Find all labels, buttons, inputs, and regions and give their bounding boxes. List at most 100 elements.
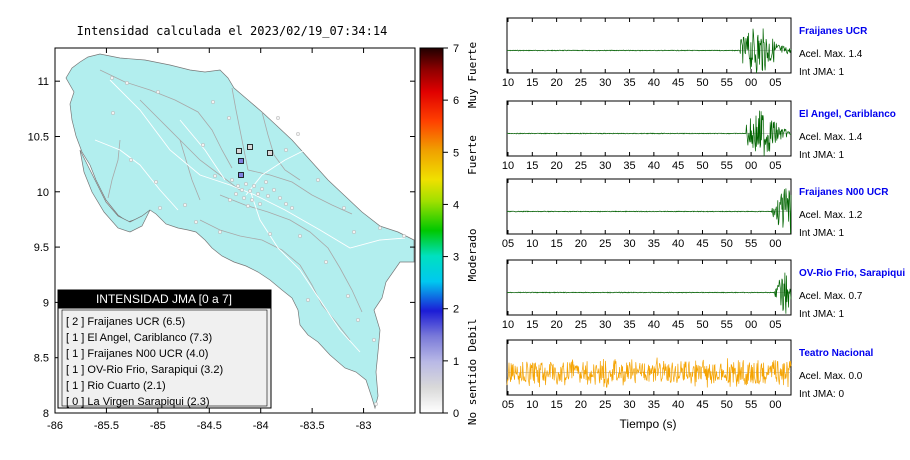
time-tick-label: 20 [550, 77, 562, 89]
nicoya-peninsula [79, 149, 151, 233]
time-tick-label: 30 [599, 77, 611, 89]
time-tick-label: 25 [575, 160, 587, 172]
waveform-trace [506, 272, 792, 314]
time-tick-label: 20 [550, 160, 562, 172]
colorbar-tick-label: 2 [453, 304, 459, 316]
time-tick-label: 10 [502, 319, 514, 331]
station-accel: Acel. Max. 1.4 [799, 132, 863, 143]
time-tick-label: 20 [575, 399, 587, 411]
station-accel: Acel. Max. 0.7 [799, 291, 863, 302]
waveform-panel: 10 15 20 25 30 35 40 45 50 55 00 05 OV-Rio Frio, Sar… [502, 259, 905, 331]
station-jma: Int JMA: 1 [799, 228, 844, 239]
x-tick-label: -86 [47, 420, 63, 432]
colorbar-tick-label: 4 [453, 199, 459, 211]
station-marker [238, 172, 244, 178]
time-tick-label: 00 [745, 160, 757, 172]
time-tick-label: 30 [623, 399, 635, 411]
station-jma: Int JMA: 1 [799, 150, 844, 161]
time-tick-label: 15 [550, 399, 562, 411]
station-title: Fraijanes UCR [799, 26, 868, 37]
legend-item: [ 1 ] OV-Rio Frio, Sarapiqui (3.2) [66, 364, 223, 376]
x-tick-label: -84.5 [197, 420, 222, 432]
x-tick-label: -85.5 [94, 420, 119, 432]
time-tick-label: 30 [599, 319, 611, 331]
time-tick-label: 30 [599, 160, 611, 172]
x-tick-label: -83 [356, 420, 372, 432]
colorbar-tick-label: 3 [453, 252, 459, 264]
time-tick-label: 45 [672, 160, 684, 172]
colorbar-tick-label: 1 [453, 356, 459, 368]
time-tick-label: 40 [672, 399, 684, 411]
time-tick-label: 50 [721, 238, 733, 250]
time-tick-label: 25 [575, 77, 587, 89]
time-tick-label: 35 [623, 77, 635, 89]
waveform-panels: 10 15 20 25 30 35 40 45 50 55 00 05 Fraijanes UCR Ace… [502, 17, 905, 411]
colorbar-tick-label: 5 [453, 147, 459, 159]
legend-title: INTENSIDAD JMA [0 a 7] [96, 292, 232, 306]
colorbar-label: Debil [466, 318, 479, 351]
time-tick-label: 20 [575, 238, 587, 250]
y-tick-label: 10.5 [28, 131, 49, 143]
waveform-panel: 05 10 15 20 25 30 35 40 45 50 55 00 Teatro Nacional A… [502, 339, 873, 411]
time-tick-label: 35 [648, 238, 660, 250]
waveform-panel: 10 15 20 25 30 35 40 45 50 55 00 05 El Angel, Caribl… [502, 100, 896, 172]
time-tick-label: 55 [721, 319, 733, 331]
colorbar-gradient [419, 47, 444, 414]
y-tick-label: 9.5 [34, 242, 49, 254]
colorbar: 7 6 5 4 3 2 1 0 Muy Fuerte Fuerte Moderado Debil No… [419, 42, 479, 425]
time-tick-label: 10 [502, 77, 514, 89]
time-tick-label: 45 [696, 399, 708, 411]
time-tick-label: 10 [502, 160, 514, 172]
map-title: Intensidad calculada el 2023/02/19_07:34… [77, 24, 388, 38]
time-tick-label: 45 [696, 238, 708, 250]
station-title: Fraijanes N00 UCR [799, 187, 889, 198]
colorbar-label: No sentido [466, 359, 479, 425]
time-tick-label: 15 [526, 160, 538, 172]
time-tick-label: 20 [550, 319, 562, 331]
colorbar-tick-label: 0 [453, 408, 459, 420]
time-tick-label: 40 [672, 238, 684, 250]
y-tick-label: 8.5 [34, 353, 49, 365]
station-jma: Int JMA: 0 [799, 389, 844, 400]
legend-header [58, 290, 271, 308]
waveform-trace [506, 188, 792, 234]
station-accel: Acel. Max. 1.2 [799, 210, 863, 221]
time-tick-label: 50 [696, 319, 708, 331]
time-tick-label: 05 [502, 238, 514, 250]
time-tick-label: 40 [648, 160, 660, 172]
station-marker [247, 144, 253, 150]
time-tick-label: 05 [769, 77, 781, 89]
time-tick-label: 05 [502, 399, 514, 411]
time-tick-label: 55 [721, 77, 733, 89]
legend-item: [ 1 ] Rio Cuarto (2.1) [66, 380, 166, 392]
time-tick-label: 05 [769, 319, 781, 331]
intensity-legend: INTENSIDAD JMA [0 a 7] [ 2 ] Fraijanes U… [57, 289, 272, 409]
time-tick-label: 25 [599, 238, 611, 250]
time-tick-label: 35 [623, 319, 635, 331]
y-tick-label: 11 [38, 76, 49, 88]
waveform-trace [507, 28, 792, 73]
time-tick-label: 00 [769, 238, 781, 250]
colorbar-tick-label: 6 [453, 95, 459, 107]
time-tick-label: 50 [696, 77, 708, 89]
time-tick-label: 55 [745, 399, 757, 411]
station-jma: Int JMA: 1 [799, 309, 844, 320]
legend-inner-frame [61, 309, 268, 407]
station-title: OV-Rio Frio, Sarapiqui [799, 268, 905, 279]
legend-item: [ 0 ] La Virgen Sarapiqui (2.3) [66, 396, 210, 408]
roads [94, 79, 406, 353]
time-tick-label: 10 [526, 399, 538, 411]
time-tick-label: 15 [550, 238, 562, 250]
time-tick-label: 00 [769, 399, 781, 411]
time-tick-label: 55 [721, 160, 733, 172]
station-accel: Acel. Max. 0.0 [799, 371, 863, 382]
y-tick-label: 8 [43, 408, 49, 420]
time-tick-label: 50 [696, 160, 708, 172]
waveform-trace [506, 357, 792, 388]
time-tick-label: 35 [648, 399, 660, 411]
time-axis-label: Tiempo (s) [620, 417, 677, 431]
station-dots [110, 76, 406, 406]
time-tick-label: 25 [575, 319, 587, 331]
x-tick-label: -84 [253, 420, 269, 432]
